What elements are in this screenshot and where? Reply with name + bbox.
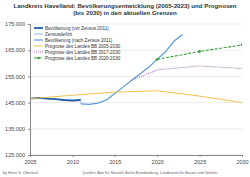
title: Landkreis Havelland: Bevölkerungsentwick… — [13, 2, 236, 16]
legend-label: Bevölkerung (vor Zensus 2011) — [45, 26, 109, 31]
legend-swatch — [34, 57, 43, 58]
y-tick-label: 175.000 — [5, 21, 25, 27]
x-axis-line — [31, 156, 243, 158]
series-marker — [241, 44, 242, 47]
legend-label: Zensusdefizit — [45, 32, 73, 37]
x-tick: 2020 — [152, 155, 164, 165]
series-line — [157, 45, 242, 59]
y-tick: 145.000 — [5, 100, 30, 106]
x-tick: 2015 — [109, 155, 121, 165]
legend-label: Bevölkerung (nach Zensus 2011) — [45, 38, 113, 43]
legend: Bevölkerung (vor Zensus 2011)Zensusdefiz… — [34, 26, 121, 61]
annotation: by Hans G. Oberlack — [3, 171, 38, 175]
y-tick-label: 155.000 — [5, 74, 25, 80]
x-tick-label: 2015 — [109, 159, 121, 165]
x-tick-mark — [200, 155, 201, 157]
y-axis-line — [28, 25, 31, 156]
x-tick: 2030 — [236, 155, 248, 165]
y-tick-mark — [28, 103, 30, 104]
x-tick: 2025 — [194, 155, 206, 165]
x-tick-mark — [242, 155, 243, 157]
x-axis: 2005 2010 2015 2020 2025 2030 — [24, 155, 248, 165]
chart: Landkreis Havelland: Bevölkerungsentwick… — [0, 0, 250, 177]
series-marker — [198, 50, 201, 53]
grid-line — [30, 102, 242, 103]
y-tick: 175.000 — [5, 21, 30, 27]
x-tick-label: 2010 — [67, 159, 79, 165]
x-tick-label: 2030 — [236, 159, 248, 165]
series-line — [30, 91, 242, 103]
y-tick-label: 125.000 — [5, 152, 25, 158]
y-tick-mark — [28, 50, 30, 51]
legend-swatch — [34, 39, 43, 40]
legend-swatch — [34, 46, 43, 47]
y-tick: 135.000 — [5, 126, 30, 132]
y-tick: 125.000 — [5, 152, 30, 158]
y-tick-mark — [28, 76, 30, 77]
x-tick: 2005 — [24, 155, 36, 165]
legend-label: Prognose des Landes BB 2005-2030 — [45, 44, 121, 49]
grid-line — [30, 24, 242, 25]
y-tick: 155.000 — [5, 74, 30, 80]
y-tick-mark — [28, 129, 30, 130]
series-line — [132, 66, 242, 80]
x-tick: 2010 — [67, 155, 79, 165]
legend-label: Prognose des Landes BB 2017-2030 — [45, 50, 121, 55]
x-tick-label: 2020 — [152, 159, 164, 165]
series-line — [80, 100, 82, 104]
y-tick-mark — [28, 155, 30, 156]
grid — [30, 24, 242, 155]
x-tick-label: 2005 — [24, 159, 36, 165]
y-axis: 125.000 135.000 145.000 155.000 165.000 175.0… — [5, 21, 30, 158]
x-tick-mark — [157, 155, 158, 157]
legend-label: Prognose des Landes BB 2020-2030 — [45, 56, 121, 61]
y-tick: 165.000 — [5, 47, 30, 53]
x-tick-mark — [30, 155, 31, 157]
x-tick-mark — [115, 155, 116, 157]
legend-swatch — [34, 33, 43, 35]
legend-swatch — [34, 27, 43, 29]
legend-marker — [37, 57, 40, 60]
y-tick-label: 135.000 — [5, 126, 25, 132]
x-tick-mark — [72, 155, 73, 157]
grid-line — [30, 128, 242, 129]
plot-area — [30, 34, 242, 104]
x-tick-label: 2025 — [194, 159, 206, 165]
y-tick-label: 165.000 — [5, 47, 25, 53]
annotation: Quellen: Amt für Statistik Berlin-Brande… — [82, 171, 218, 175]
series-marker — [156, 58, 159, 61]
y-tick-mark — [28, 24, 30, 25]
y-tick-label: 145.000 — [5, 100, 25, 106]
legend-swatch — [34, 51, 43, 52]
